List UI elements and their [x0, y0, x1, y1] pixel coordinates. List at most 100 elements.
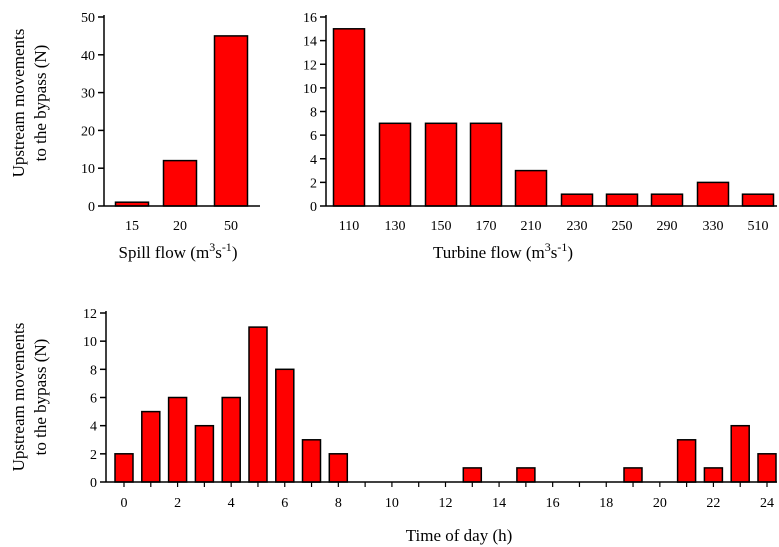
spill-bar	[162, 159, 198, 207]
time-y-tick-label: 12	[83, 307, 97, 322]
turbine-bar	[741, 193, 775, 207]
time-bar	[167, 396, 188, 483]
time-x-tick-label: 8	[335, 496, 342, 511]
turbine-x-tick-label: 170	[476, 219, 497, 234]
turbine-xlabel-end: )	[567, 243, 573, 262]
spill-xlabel-main: Spill flow (m	[119, 243, 210, 262]
time-bars	[114, 326, 777, 483]
time-x-tick-label: 20	[653, 496, 667, 511]
turbine-xlabel-main: Turbine flow (m	[433, 243, 545, 262]
time-bar	[248, 326, 268, 483]
time-bar	[703, 467, 724, 483]
time-x-tick-label: 18	[599, 496, 613, 511]
bottom-y-axis-title-line2: to the bypass (N)	[31, 339, 50, 456]
time-bar	[516, 467, 536, 483]
turbine-x-tick-label: 510	[748, 219, 769, 234]
time-bar	[221, 396, 241, 483]
time-y-tick-label: 0	[90, 476, 97, 491]
time-bar	[676, 439, 697, 483]
spill-y-tick-label: 0	[88, 200, 95, 215]
turbine-x-tick-label: 130	[385, 219, 406, 234]
time-bar	[194, 424, 215, 483]
time-y-tick-label: 4	[90, 420, 97, 435]
time-y-tick-label: 10	[83, 335, 97, 350]
time-x-tick-label: 6	[281, 496, 288, 511]
spill-bars	[114, 35, 249, 207]
time-x-tick-label: 14	[492, 496, 506, 511]
turbine-xlabel-sup2: -1	[557, 240, 567, 254]
turbine-bar	[424, 122, 458, 207]
turbine-bar	[332, 28, 366, 207]
time-x-tick-label: 10	[385, 496, 399, 511]
time-x-tick-label: 16	[546, 496, 560, 511]
time-bar	[757, 453, 777, 483]
spill-xlabel-sup2: -1	[222, 240, 232, 254]
turbine-y-tick-label: 4	[310, 153, 317, 168]
time-x-tick-label: 4	[228, 496, 235, 511]
turbine-y-tick-label: 16	[303, 11, 317, 26]
turbine-x-tick-label: 210	[521, 219, 542, 234]
time-bar	[730, 424, 750, 483]
turbine-bar	[650, 193, 684, 207]
time-x-tick-label: 0	[121, 496, 128, 511]
spill-x-axis-title: Spill flow (m3s-1)	[119, 240, 238, 262]
turbine-bar	[560, 193, 594, 207]
turbine-xlabel-sup1: 3	[545, 240, 551, 254]
turbine-bar	[378, 122, 412, 207]
time-bar	[462, 467, 483, 483]
spill-x-tick-label: 20	[173, 219, 187, 234]
turbine-y-tick-label: 8	[310, 106, 317, 121]
turbine-x-tick-label: 110	[339, 219, 359, 234]
time-y-tick-label: 2	[90, 448, 97, 463]
spill-xlabel-end: )	[232, 243, 238, 262]
time-x-tick-label: 22	[706, 496, 720, 511]
time-bar	[328, 453, 349, 483]
turbine-y-tick-label: 2	[310, 176, 317, 191]
turbine-x-tick-label: 150	[431, 219, 452, 234]
turbine-y-tick-label: 0	[310, 200, 317, 215]
bottom-y-axis-title-line1: Upstream movements	[9, 323, 28, 472]
time-bar	[301, 439, 322, 483]
turbine-y-tick-label: 12	[303, 58, 317, 73]
spill-y-tick-label: 40	[81, 49, 95, 64]
time-bar	[275, 368, 295, 483]
spill-y-tick-label: 10	[81, 162, 95, 177]
spill-x-tick-label: 15	[125, 219, 139, 234]
spill-x-tick-label: 50	[224, 219, 238, 234]
spill-axes: 0 10 20 30 40 50 15 20 50	[81, 11, 260, 234]
spill-xlabel-sup1: 3	[209, 240, 215, 254]
time-bar	[114, 453, 134, 483]
time-x-axis-title: Time of day (h)	[406, 526, 513, 545]
time-x-tick-label: 24	[760, 496, 774, 511]
top-y-axis-title-line1: Upstream movements	[9, 29, 28, 178]
turbine-xlabel-mid: s	[551, 243, 558, 262]
turbine-bar	[514, 169, 548, 207]
time-x-tick-label: 2	[174, 496, 181, 511]
spill-y-tick-label: 30	[81, 87, 95, 102]
turbine-bars	[332, 28, 775, 207]
turbine-x-tick-label: 230	[567, 219, 588, 234]
turbine-y-tick-label: 14	[303, 35, 317, 50]
turbine-x-tick-label: 330	[703, 219, 724, 234]
spill-y-tick-label: 50	[81, 11, 95, 26]
spill-y-tick-label: 20	[81, 124, 95, 139]
spill-flow-chart: 0 10 20 30 40 50 15 20 50 Spill flow (m3s-1)	[81, 11, 260, 262]
turbine-flow-chart: 0 2 4 6 8 10 12 14 16 110 130 150 170 210 230 250 290 330…	[303, 11, 777, 262]
turbine-bar	[696, 181, 730, 207]
top-y-axis-title-line2: to the bypass (N)	[31, 45, 50, 162]
turbine-x-axis-title: Turbine flow (m3s-1)	[433, 240, 573, 262]
time-y-tick-label: 6	[90, 392, 97, 407]
time-bar	[623, 467, 643, 483]
spill-bar	[213, 35, 249, 207]
turbine-y-tick-label: 10	[303, 82, 317, 97]
time-bar	[141, 410, 161, 483]
turbine-axes: 0 2 4 6 8 10 12 14 16 110 130 150 170 210 230 250 290 330…	[303, 11, 777, 234]
turbine-bar	[469, 122, 503, 207]
turbine-y-tick-label: 6	[310, 129, 317, 144]
spill-xlabel-mid: s	[215, 243, 222, 262]
time-y-tick-label: 8	[90, 363, 97, 378]
turbine-bar	[605, 193, 639, 207]
